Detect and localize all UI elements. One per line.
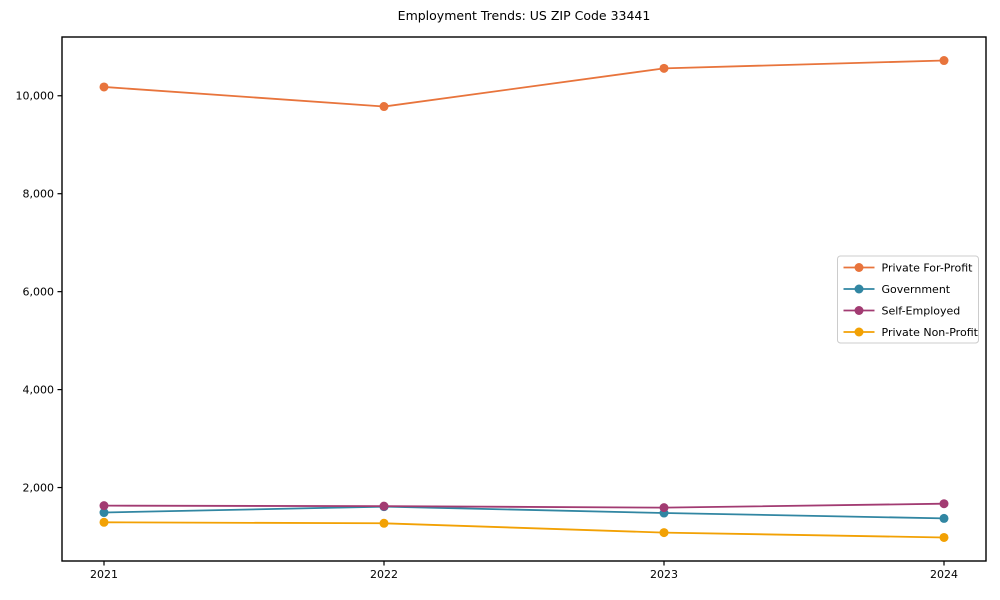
chart-title: Employment Trends: US ZIP Code 33441 xyxy=(397,8,651,23)
data-point-self-employed-2023 xyxy=(659,503,669,513)
legend-label: Private Non-Profit xyxy=(882,326,979,339)
data-point-government-2021 xyxy=(99,508,109,518)
y-tick-label: 10,000 xyxy=(16,90,55,103)
data-point-self-employed-2024 xyxy=(939,499,949,509)
legend-marker xyxy=(854,306,864,315)
data-point-self-employed-2021 xyxy=(99,501,109,511)
data-point-government-2024 xyxy=(939,513,949,523)
y-tick-label: 2,000 xyxy=(23,481,55,494)
x-tick-label: 2024 xyxy=(930,568,958,581)
legend-label: Self-Employed xyxy=(882,304,961,317)
data-point-private-for-profit-2021 xyxy=(99,82,109,92)
x-tick-label: 2023 xyxy=(650,568,678,581)
legend-marker xyxy=(854,263,864,272)
x-tick-label: 2021 xyxy=(90,568,118,581)
data-point-self-employed-2022 xyxy=(379,501,389,511)
data-point-private-non-profit-2022 xyxy=(379,518,389,528)
x-tick-label: 2022 xyxy=(370,568,398,581)
data-point-private-non-profit-2024 xyxy=(939,532,949,542)
series-line-government xyxy=(103,505,945,520)
legend-label: Private For-Profit xyxy=(882,261,974,274)
data-point-private-for-profit-2023 xyxy=(659,63,669,73)
y-tick-label: 6,000 xyxy=(23,285,55,298)
series-line-private-non-profit xyxy=(103,521,945,539)
legend-marker xyxy=(854,327,864,337)
legend-marker xyxy=(854,284,864,294)
y-tick-label: 4,000 xyxy=(23,383,55,396)
data-point-private-for-profit-2022 xyxy=(379,102,389,112)
data-point-private-for-profit-2024 xyxy=(939,56,949,66)
data-point-private-non-profit-2023 xyxy=(659,528,669,538)
legend: Private For-Profit Government Self-Employe… xyxy=(837,255,979,344)
legend-item-private-non-profit: Private Non-Profit xyxy=(843,326,979,339)
legend-box xyxy=(837,255,979,344)
series-line-private-for-profit xyxy=(103,59,945,108)
legend-label: Government xyxy=(882,283,951,296)
legend-item-private-for-profit: Private For-Profit xyxy=(843,261,974,274)
y-tick-label: 8,000 xyxy=(23,188,55,201)
data-point-private-non-profit-2021 xyxy=(99,517,109,527)
series-line-self-employed xyxy=(103,502,945,509)
legend-item-self-employed: Self-Employed xyxy=(843,304,961,317)
legend-item-government: Government xyxy=(843,283,951,296)
plot-border xyxy=(61,36,987,562)
